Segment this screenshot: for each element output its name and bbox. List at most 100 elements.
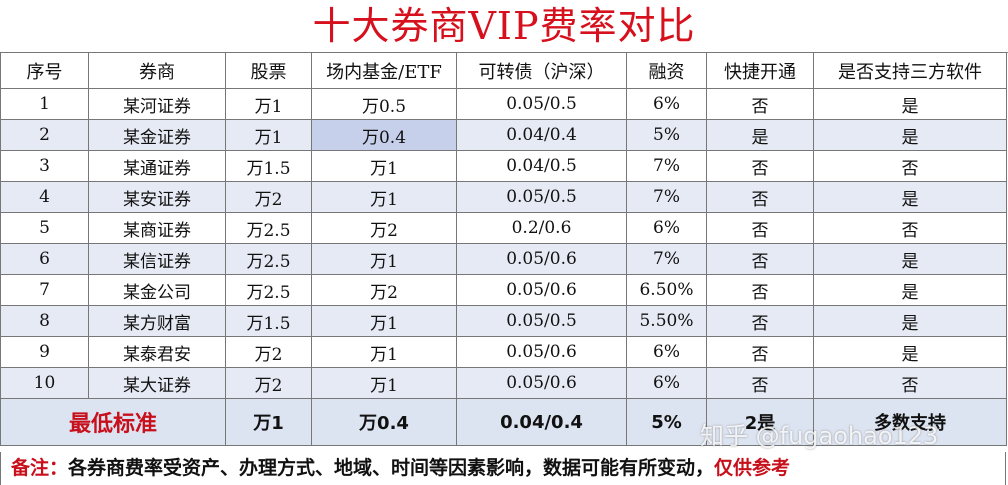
cell-stock: 万1 <box>225 88 312 120</box>
cell-quick-open: 否 <box>706 305 814 337</box>
cell-broker: 某信证券 <box>88 243 226 275</box>
cell-convertible-bond: 0.04/0.4 <box>456 119 627 151</box>
cell-stock: 万1.5 <box>225 305 312 337</box>
cell-margin: 7% <box>626 150 707 182</box>
footnote-tail: 仅供参考 <box>714 457 791 479</box>
cell-third-party: 否 <box>813 150 1007 182</box>
cell-broker: 某安证券 <box>88 181 226 213</box>
cell-stock: 万2 <box>225 336 312 368</box>
cell-fund-etf: 万1 <box>311 305 457 337</box>
cell-convertible-bond: 0.05/0.6 <box>456 274 627 306</box>
cell-fund-etf: 万2 <box>311 212 457 244</box>
cell-quick-open: 否 <box>706 181 814 213</box>
cell-stock: 万1 <box>225 119 312 151</box>
cell-third-party: 是 <box>813 274 1007 306</box>
cell-third-party: 否 <box>813 367 1007 399</box>
header-margin: 融资 <box>626 52 707 89</box>
cell-stock: 万1.5 <box>225 150 312 182</box>
cell-broker: 某方财富 <box>88 305 226 337</box>
cell-convertible-bond: 0.05/0.6 <box>456 243 627 275</box>
header-quick-open: 快捷开通 <box>706 52 814 89</box>
header-fund-etf: 场内基金/ETF <box>311 52 457 89</box>
cell-third-party: 是 <box>813 181 1007 213</box>
cell-convertible-bond: 0.05/0.5 <box>456 305 627 337</box>
cell-convertible-bond: 0.04/0.5 <box>456 150 627 182</box>
cell-fund-etf: 万1 <box>311 336 457 368</box>
minimum-standard-label: 最低标准 <box>0 398 226 446</box>
cell-margin: 7% <box>626 243 707 275</box>
table-row: 10 某大证券 万2 万1 0.05/0.6 6% 否 否 <box>0 367 1007 399</box>
cell-broker: 某金证券 <box>88 119 226 151</box>
cell-index: 2 <box>0 119 89 151</box>
cell-margin: 5% <box>626 119 707 151</box>
cell-margin: 6.50% <box>626 274 707 306</box>
cell-quick-open: 否 <box>706 243 814 275</box>
cell-broker: 某商证券 <box>88 212 226 244</box>
cell-index: 3 <box>0 150 89 182</box>
cell-index: 9 <box>0 336 89 368</box>
cell-margin: 6% <box>626 336 707 368</box>
cell-broker: 某泰君安 <box>88 336 226 368</box>
min-fund-etf: 万0.4 <box>311 398 457 446</box>
cell-convertible-bond: 0.05/0.6 <box>456 367 627 399</box>
header-broker: 券商 <box>88 52 226 89</box>
footnote-text: 各券商费率受资产、办理方式、地域、时间等因素影响，数据可能有所变动， <box>68 457 715 479</box>
cell-third-party: 否 <box>813 212 1007 244</box>
cell-third-party: 是 <box>813 243 1007 275</box>
cell-margin: 5.50% <box>626 305 707 337</box>
table-row: 9 某泰君安 万2 万1 0.05/0.6 6% 否 是 <box>0 336 1007 368</box>
table-row: 2 某金证券 万1 万0.4 0.04/0.4 5% 是 是 <box>0 119 1007 151</box>
cell-convertible-bond: 0.05/0.6 <box>456 336 627 368</box>
cell-fund-etf: 万1 <box>311 150 457 182</box>
table-row: 5 某商证券 万2.5 万2 0.2/0.6 6% 否 否 <box>0 212 1007 244</box>
cell-margin: 7% <box>626 181 707 213</box>
rate-table: 序号 券商 股票 场内基金/ETF 可转债（沪深） 融资 快捷开通 是否支持三方… <box>0 52 1007 446</box>
cell-stock: 万2 <box>225 181 312 213</box>
cell-broker: 某通证券 <box>88 150 226 182</box>
cell-convertible-bond: 0.2/0.6 <box>456 212 627 244</box>
min-third-party: 多数支持 <box>813 398 1007 446</box>
cell-third-party: 是 <box>813 305 1007 337</box>
cell-quick-open: 否 <box>706 212 814 244</box>
cell-index: 4 <box>0 181 89 213</box>
cell-fund-etf-selected[interactable]: 万0.4 <box>311 119 457 151</box>
cell-margin: 6% <box>626 212 707 244</box>
cell-fund-etf: 万1 <box>311 243 457 275</box>
min-stock: 万1 <box>225 398 312 446</box>
footnote-label: 备注： <box>11 457 69 479</box>
cell-fund-etf: 万2 <box>311 274 457 306</box>
cell-stock: 万2.5 <box>225 212 312 244</box>
cell-stock: 万2.5 <box>225 274 312 306</box>
cell-index: 7 <box>0 274 89 306</box>
cell-quick-open: 否 <box>706 367 814 399</box>
table-row: 7 某金公司 万2.5 万2 0.05/0.6 6.50% 否 是 <box>0 274 1007 306</box>
cell-index: 5 <box>0 212 89 244</box>
cell-quick-open: 是 <box>706 119 814 151</box>
cell-convertible-bond: 0.05/0.5 <box>456 181 627 213</box>
table-row: 8 某方财富 万1.5 万1 0.05/0.5 5.50% 否 是 <box>0 305 1007 337</box>
cell-quick-open: 否 <box>706 88 814 120</box>
min-convertible-bond: 0.04/0.4 <box>456 398 627 446</box>
footnote: 备注：各券商费率受资产、办理方式、地域、时间等因素影响，数据可能有所变动，仅供参… <box>0 452 1006 485</box>
cell-third-party: 是 <box>813 88 1007 120</box>
header-index: 序号 <box>0 52 89 89</box>
cell-quick-open: 否 <box>706 150 814 182</box>
header-convertible-bond: 可转债（沪深） <box>456 52 627 89</box>
min-margin: 5% <box>626 398 707 446</box>
cell-fund-etf: 万1 <box>311 181 457 213</box>
cell-margin: 6% <box>626 88 707 120</box>
cell-third-party: 是 <box>813 336 1007 368</box>
cell-broker: 某河证券 <box>88 88 226 120</box>
table-header-row: 序号 券商 股票 场内基金/ETF 可转债（沪深） 融资 快捷开通 是否支持三方… <box>0 52 1007 89</box>
cell-index: 8 <box>0 305 89 337</box>
header-third-party: 是否支持三方软件 <box>813 52 1007 89</box>
min-quick-open: 2是 <box>706 398 814 446</box>
table-row: 6 某信证券 万2.5 万1 0.05/0.6 7% 否 是 <box>0 243 1007 275</box>
cell-convertible-bond: 0.05/0.5 <box>456 88 627 120</box>
cell-index: 10 <box>0 367 89 399</box>
header-stock: 股票 <box>225 52 312 89</box>
table-row: 4 某安证券 万2 万1 0.05/0.5 7% 否 是 <box>0 181 1007 213</box>
table-row: 1 某河证券 万1 万0.5 0.05/0.5 6% 否 是 <box>0 88 1007 120</box>
cell-broker: 某大证券 <box>88 367 226 399</box>
